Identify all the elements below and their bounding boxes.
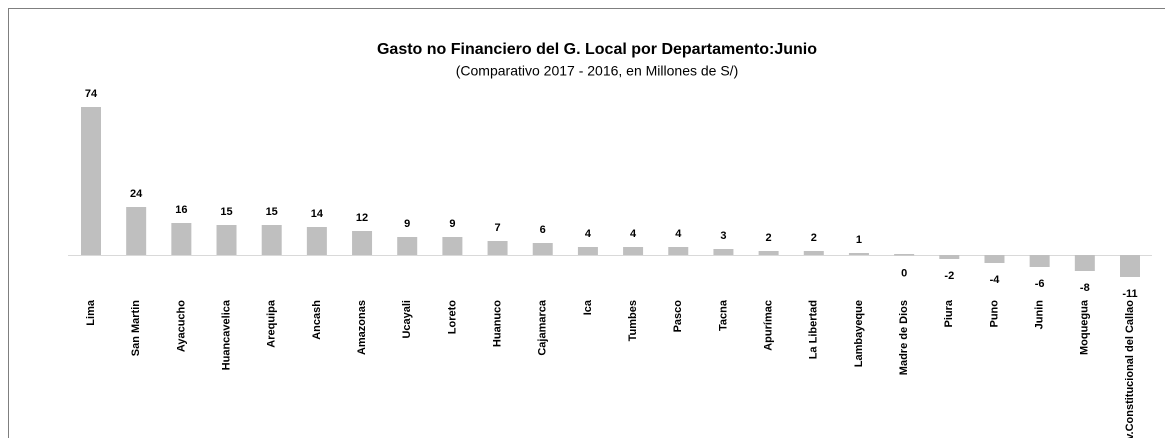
bar bbox=[1074, 255, 1095, 271]
bar bbox=[306, 227, 327, 255]
bar bbox=[442, 237, 463, 255]
bar bbox=[171, 223, 192, 255]
data-label: -2 bbox=[944, 270, 954, 282]
data-label: -8 bbox=[1080, 282, 1090, 294]
bar bbox=[939, 255, 960, 259]
bar bbox=[126, 207, 147, 255]
data-label: 4 bbox=[585, 228, 592, 240]
x-tick-label: Ayacucho bbox=[175, 300, 187, 352]
data-label: -4 bbox=[990, 274, 1001, 286]
bar bbox=[261, 225, 282, 255]
data-label: 16 bbox=[175, 204, 187, 216]
data-label: 9 bbox=[404, 218, 410, 230]
chart-title: Gasto no Financiero del G. Local por Dep… bbox=[377, 41, 817, 58]
data-label: 2 bbox=[766, 232, 772, 244]
bar bbox=[352, 231, 373, 255]
data-label: 24 bbox=[130, 188, 143, 200]
x-tick-label: Arequipa bbox=[266, 299, 278, 348]
data-label: 14 bbox=[311, 208, 324, 220]
x-tick-label: Amazonas bbox=[356, 300, 368, 355]
chart-subtitle: (Comparativo 2017 - 2016, en Millones de… bbox=[456, 63, 738, 79]
data-label: 4 bbox=[675, 228, 682, 240]
bar bbox=[984, 255, 1005, 263]
data-label: 3 bbox=[720, 230, 726, 242]
bar bbox=[668, 247, 689, 255]
x-tick-label: Loreto bbox=[446, 300, 458, 335]
x-tick-label: Apurímac bbox=[763, 300, 775, 351]
bar bbox=[487, 241, 508, 255]
bar bbox=[1120, 255, 1140, 277]
x-tick-label: Tacna bbox=[717, 299, 729, 331]
bar bbox=[577, 247, 598, 255]
x-tick-label: Lambayeque bbox=[853, 300, 865, 367]
x-tick-label: Huancavelica bbox=[220, 299, 232, 370]
data-label: 12 bbox=[356, 212, 368, 224]
bar bbox=[1029, 255, 1050, 267]
bar bbox=[758, 251, 779, 255]
data-label: 1 bbox=[856, 234, 862, 246]
bar bbox=[532, 243, 553, 255]
x-tick-label: Tumbes bbox=[627, 300, 639, 341]
x-tick-label: Prov.Constitucional del Callao bbox=[1124, 300, 1136, 438]
data-label: 15 bbox=[266, 206, 278, 218]
x-tick-label: Ica bbox=[582, 299, 594, 315]
x-tick-label: Moquegua bbox=[1079, 299, 1091, 355]
bar bbox=[216, 225, 237, 255]
bar bbox=[713, 249, 734, 255]
x-tick-label: Lima bbox=[85, 299, 97, 326]
bar bbox=[894, 254, 915, 256]
bar bbox=[623, 247, 644, 255]
chart-frame bbox=[8, 8, 1165, 438]
x-tick-label: La Libertad bbox=[808, 300, 820, 359]
x-tick-label: Puno bbox=[988, 300, 1000, 328]
bar bbox=[848, 253, 869, 255]
x-tick-label: Junin bbox=[1034, 300, 1046, 330]
data-label: 74 bbox=[85, 88, 98, 100]
x-tick-label: Cajamarca bbox=[537, 299, 549, 356]
x-tick-label: San Martin bbox=[130, 300, 142, 357]
data-label: -6 bbox=[1035, 278, 1045, 290]
data-label: -11 bbox=[1122, 288, 1137, 300]
bar bbox=[397, 237, 418, 255]
data-label: 2 bbox=[811, 232, 817, 244]
data-label: 9 bbox=[449, 218, 455, 230]
bar bbox=[81, 107, 101, 255]
data-label: 7 bbox=[495, 222, 501, 234]
x-tick-label: Huanuco bbox=[491, 300, 503, 347]
x-tick-label: Madre de Dios bbox=[898, 300, 910, 375]
data-label: 0 bbox=[901, 267, 907, 279]
x-tick-label: Piura bbox=[943, 299, 955, 327]
bar bbox=[803, 251, 824, 255]
x-tick-label: Pasco bbox=[672, 300, 684, 333]
data-label: 6 bbox=[540, 224, 546, 236]
data-label: 4 bbox=[630, 228, 637, 240]
x-tick-label: Ucayali bbox=[401, 300, 413, 339]
x-tick-label: Ancash bbox=[311, 300, 323, 340]
data-label: 15 bbox=[220, 206, 232, 218]
